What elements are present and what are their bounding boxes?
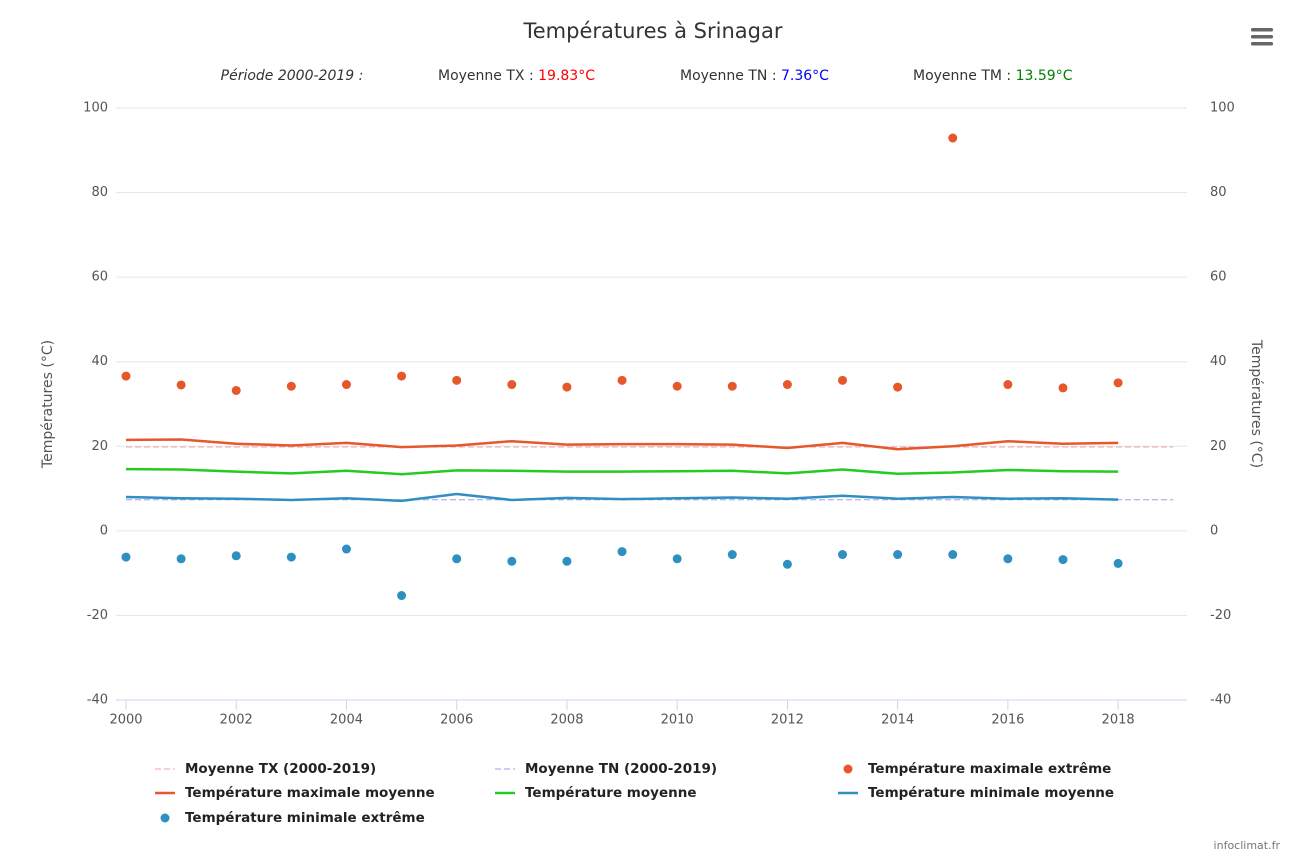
dot [286,552,296,562]
dot [948,133,958,143]
legend-symbol [160,813,170,823]
dot [1113,378,1123,388]
dot [727,381,737,391]
dot [231,551,241,561]
subtitle-label: Moyenne TN : [680,68,781,84]
y2-tick-label: 0 [1210,523,1218,538]
y-tick-label: 0 [100,523,108,538]
x-tick-label: 2016 [991,713,1024,728]
dot [727,550,737,560]
dot [617,375,627,385]
dot [893,550,903,560]
dot [121,371,131,381]
y-axis-title: Températures (°C) [40,340,56,469]
dot [1003,380,1013,390]
x-tick-label: 2000 [109,713,142,728]
y2-tick-label: 20 [1210,439,1227,454]
menu-bar[interactable] [1251,42,1273,46]
x-tick-label: 2006 [440,713,473,728]
y-tick-label: -20 [87,608,108,623]
menu-bar[interactable] [1251,35,1273,39]
x-tick-label: 2014 [881,713,914,728]
legend-label: Température maximale extrême [868,761,1111,777]
subtitle-item: Période 2000-2019 : [221,68,364,84]
line [125,467,1119,476]
dot [507,556,517,566]
dot [782,559,792,569]
subtitle-item: Moyenne TX : 19.83°C [438,68,595,84]
credit: infoclimat.fr [1214,839,1281,852]
dot [672,381,682,391]
y2-tick-label: -20 [1210,608,1231,623]
dot [507,380,517,390]
subtitle-label: Période 2000-2019 : [221,68,364,84]
y2-tick-label: 60 [1210,270,1227,285]
dot [397,591,407,601]
y-tick-label: -40 [87,693,108,708]
y-tick-label: 20 [91,439,108,454]
line [125,492,1119,503]
y2-tick-label: 40 [1210,354,1227,369]
legend-symbol [843,764,853,774]
dot [1113,558,1123,568]
legend-label: Moyenne TX (2000-2019) [185,761,376,777]
line [125,438,1119,451]
legend-label: Température minimale extrême [185,810,425,826]
subtitle-value: 7.36°C [781,68,829,84]
dot [397,371,407,381]
dot [1003,554,1013,564]
menu-button[interactable] [1251,28,1273,46]
dot [1058,383,1068,393]
y2-tick-label: -40 [1210,693,1231,708]
dot [838,550,848,560]
legend-label: Température maximale moyenne [185,785,435,801]
subtitle-label: Moyenne TM : [913,68,1016,84]
dot [452,554,462,564]
subtitle-value: 13.59°C [1016,68,1073,84]
legend-label: Moyenne TN (2000-2019) [525,761,717,777]
subtitle-item: Moyenne TM : 13.59°C [913,68,1073,84]
legend-label: Température minimale moyenne [868,785,1114,801]
dot [452,375,462,385]
y-tick-label: 100 [83,101,108,116]
x-tick-label: 2002 [220,713,253,728]
dot [893,382,903,392]
x-tick-label: 2012 [771,713,804,728]
dot [121,552,131,562]
subtitle-label: Moyenne TX : [438,68,538,84]
subtitle-item: Moyenne TN : 7.36°C [680,68,829,84]
dot [562,382,572,392]
chart-title: Températures à Srinagar [523,19,783,43]
y2-axis-title: Températures (°C) [1248,339,1264,468]
dot [176,554,186,564]
x-tick-label: 2008 [550,713,583,728]
dot [782,380,792,390]
dot [1058,555,1068,565]
y-tick-label: 40 [91,354,108,369]
y-tick-label: 80 [91,185,108,200]
dot [341,544,351,554]
subtitle-value: 19.83°C [538,68,595,84]
menu-bar[interactable] [1251,28,1273,32]
dot [176,380,186,390]
dot [838,375,848,385]
y-tick-label: 60 [91,270,108,285]
dot [231,385,241,395]
dot [617,547,627,557]
x-tick-label: 2018 [1102,713,1135,728]
dot [672,554,682,564]
y2-tick-label: 80 [1210,185,1227,200]
dot [286,381,296,391]
x-tick-label: 2004 [330,713,363,728]
dot [562,556,572,566]
x-tick-label: 2010 [661,713,694,728]
legend-label: Température moyenne [525,785,696,801]
dot [948,550,958,560]
dot [341,380,351,390]
y2-tick-label: 100 [1210,101,1235,116]
